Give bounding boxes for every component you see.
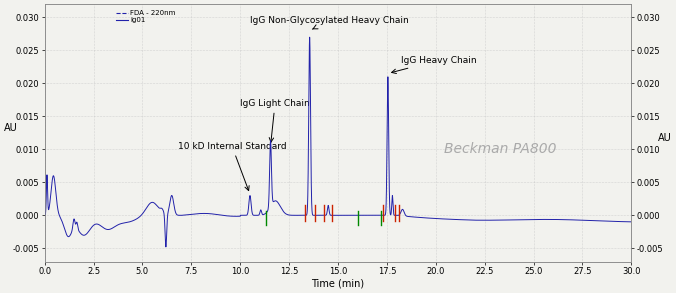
Y-axis label: AU: AU xyxy=(4,123,18,133)
Text: 10 kD Internal Standard: 10 kD Internal Standard xyxy=(178,142,286,190)
Legend: FDA - 220nm, ig01: FDA - 220nm, ig01 xyxy=(116,10,176,23)
Text: IgG Heavy Chain: IgG Heavy Chain xyxy=(391,56,476,74)
Text: Beckman PA800: Beckman PA800 xyxy=(443,142,556,156)
Text: IgG Non-Glycosylated Heavy Chain: IgG Non-Glycosylated Heavy Chain xyxy=(250,16,409,29)
Text: IgG Light Chain: IgG Light Chain xyxy=(240,99,310,142)
X-axis label: Time (min): Time (min) xyxy=(312,279,364,289)
Y-axis label: AU: AU xyxy=(658,133,672,143)
